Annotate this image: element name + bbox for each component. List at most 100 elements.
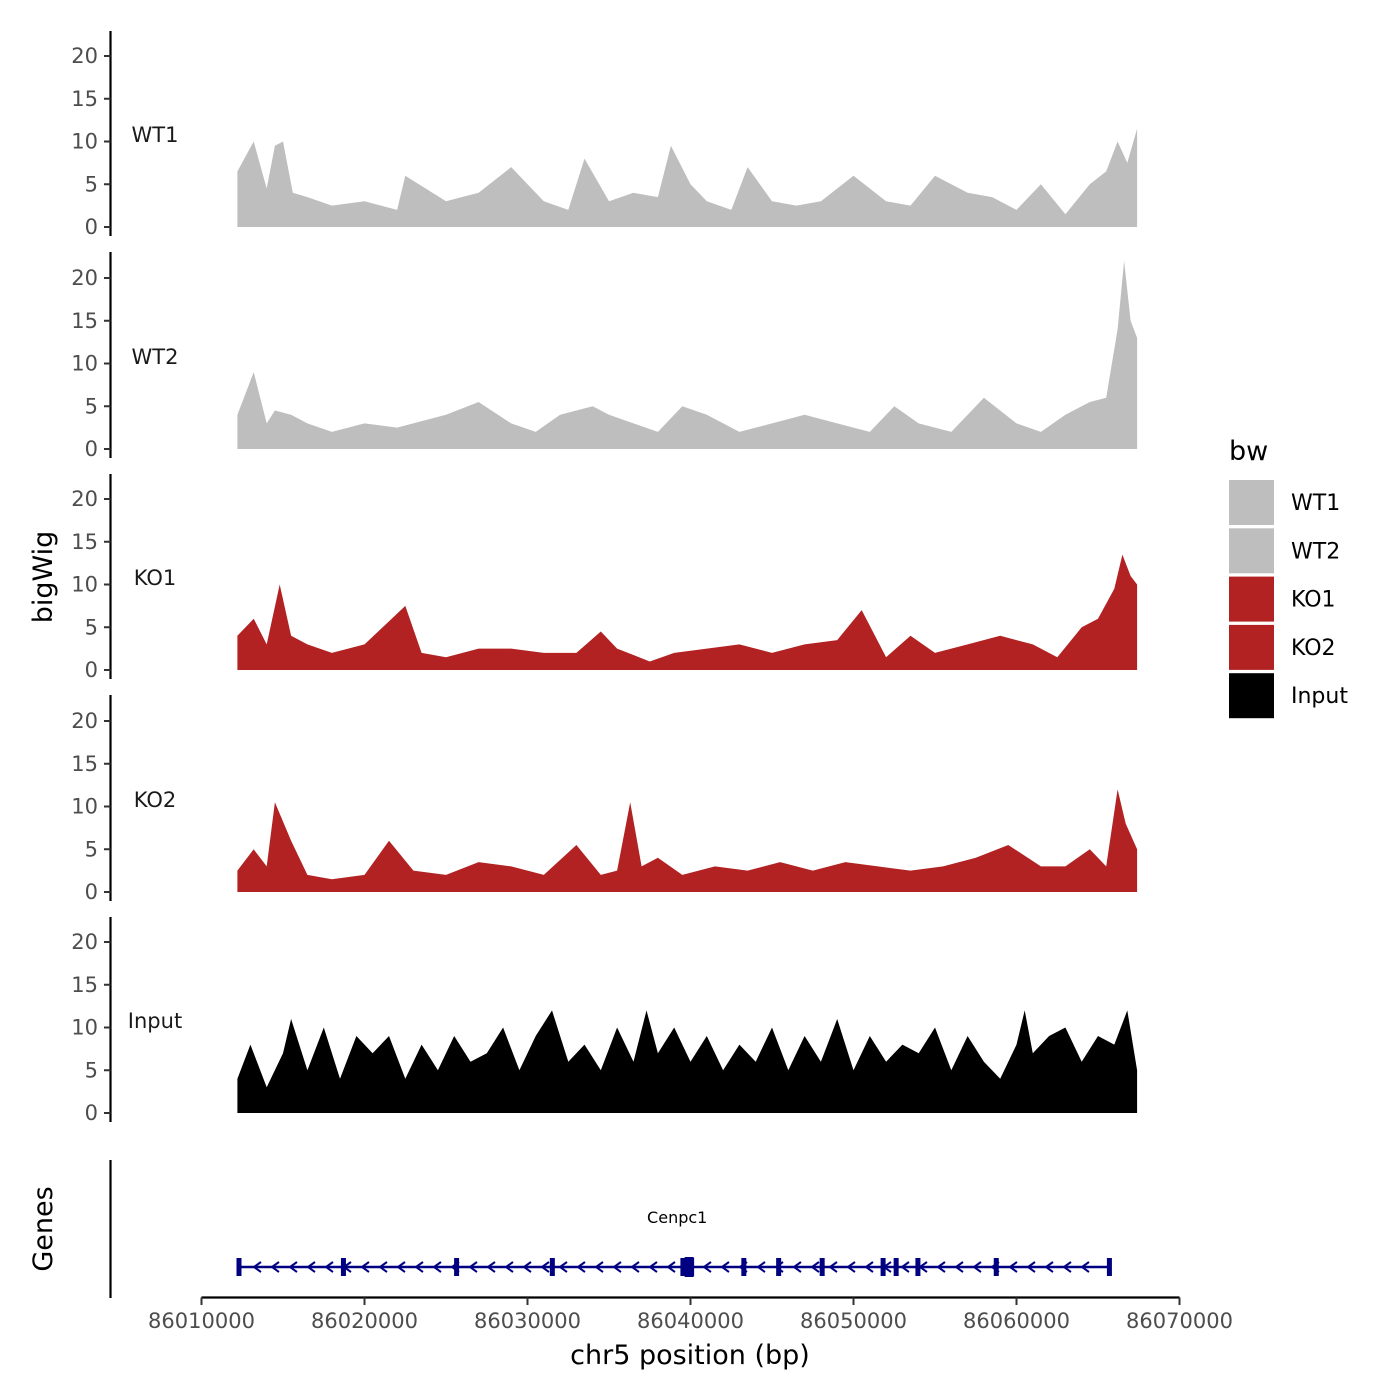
track-ko1: 0 5 10 15 20 KO1 bbox=[71, 474, 1138, 682]
y-tick-label: 20 bbox=[71, 709, 98, 733]
y-tick-label: 10 bbox=[71, 352, 98, 376]
track-ko2: 0 5 10 15 20 KO2 bbox=[71, 695, 1138, 904]
y-tick-label: 5 bbox=[85, 1058, 98, 1082]
strand-arrow bbox=[612, 1261, 622, 1273]
exon bbox=[880, 1258, 886, 1276]
exon bbox=[454, 1258, 460, 1276]
strand-arrow bbox=[396, 1261, 406, 1273]
gene-label: Cenpc1 bbox=[647, 1208, 707, 1227]
track-label: WT2 bbox=[132, 345, 179, 369]
track-label: KO2 bbox=[134, 788, 177, 812]
strand-arrow bbox=[468, 1261, 478, 1273]
x-tick-label: 86020000 bbox=[311, 1309, 418, 1333]
track-label: WT1 bbox=[132, 123, 179, 147]
strand-arrow bbox=[810, 1261, 820, 1273]
genes-axis-title: Genes bbox=[28, 1186, 59, 1271]
strand-arrow bbox=[288, 1261, 298, 1273]
strand-arrow bbox=[630, 1261, 640, 1273]
legend-key-ko1 bbox=[1229, 576, 1274, 622]
x-axis: 86010000 86020000 86030000 86040000 86050000… bbox=[148, 1296, 1233, 1333]
exon bbox=[993, 1258, 999, 1276]
signal-area-input bbox=[237, 1010, 1138, 1113]
strand-arrow bbox=[1008, 1261, 1018, 1273]
strand-arrow bbox=[864, 1261, 874, 1273]
y-tick-label: 20 bbox=[71, 487, 98, 511]
y-tick-label: 0 bbox=[85, 437, 98, 461]
legend: bw WT1 WT2 KO1 KO2 Input bbox=[1229, 436, 1348, 719]
strand-arrow bbox=[1044, 1261, 1054, 1273]
strand-arrow bbox=[936, 1261, 946, 1273]
exon bbox=[1106, 1258, 1112, 1276]
x-tick-label: 86030000 bbox=[474, 1309, 581, 1333]
gene-panel: Cenpc1 bbox=[109, 1160, 1112, 1298]
strand-arrow bbox=[702, 1261, 712, 1273]
x-tick-label: 86040000 bbox=[637, 1309, 744, 1333]
strand-arrow bbox=[900, 1261, 910, 1273]
strand-arrow bbox=[954, 1261, 964, 1273]
strand-arrow bbox=[540, 1261, 550, 1273]
x-tick-label: 86070000 bbox=[1126, 1309, 1233, 1333]
track-wt1: 0 5 10 15 20 WT1 bbox=[71, 31, 1138, 239]
strand-arrow bbox=[414, 1261, 424, 1273]
strand-arrow bbox=[558, 1261, 568, 1273]
strand-arrow bbox=[576, 1261, 586, 1273]
strand-arrow bbox=[594, 1261, 604, 1273]
y-tick-label: 5 bbox=[85, 394, 98, 418]
signal-area-wt2 bbox=[237, 260, 1138, 449]
exon bbox=[549, 1258, 555, 1276]
strand-arrow bbox=[1062, 1261, 1072, 1273]
y-tick-label: 20 bbox=[71, 266, 98, 290]
y-tick-label: 15 bbox=[71, 309, 98, 333]
signal-area-wt1 bbox=[237, 128, 1138, 227]
strand-arrow bbox=[1026, 1261, 1036, 1273]
y-tick-label: 20 bbox=[71, 930, 98, 954]
legend-label: KO2 bbox=[1291, 636, 1336, 661]
y-tick-label: 20 bbox=[71, 44, 98, 68]
y-tick-label: 15 bbox=[71, 973, 98, 997]
exon bbox=[915, 1258, 921, 1276]
exon bbox=[893, 1258, 899, 1276]
strand-arrow bbox=[792, 1261, 802, 1273]
strand-arrow bbox=[432, 1261, 442, 1273]
legend-label: KO1 bbox=[1291, 588, 1336, 613]
exon bbox=[819, 1258, 825, 1276]
track-input: 0 5 10 15 20 Input bbox=[71, 917, 1138, 1125]
strand-arrow bbox=[306, 1261, 316, 1273]
strand-arrow bbox=[828, 1261, 838, 1273]
legend-key-ko2 bbox=[1229, 624, 1274, 670]
legend-label: WT2 bbox=[1291, 539, 1340, 564]
legend-title: bw bbox=[1229, 436, 1268, 467]
y-tick-label: 0 bbox=[85, 215, 98, 239]
strand-arrow bbox=[1080, 1261, 1090, 1273]
exon bbox=[236, 1258, 242, 1276]
exon bbox=[741, 1258, 747, 1276]
y-tick-label: 5 bbox=[85, 615, 98, 639]
x-tick-label: 86060000 bbox=[963, 1309, 1070, 1333]
bigwig-tracks: 0 5 10 15 20 WT1 0 5 10 15 20 WT2 0 5 10 15 20 KO1 0 5 10 15 2… bbox=[71, 31, 1138, 1125]
y-tick-label: 5 bbox=[85, 172, 98, 196]
strand-arrow bbox=[648, 1261, 658, 1273]
y-axis-title: bigWig bbox=[28, 531, 59, 624]
strand-arrow bbox=[504, 1261, 514, 1273]
y-tick-label: 10 bbox=[71, 130, 98, 154]
exon bbox=[340, 1258, 346, 1276]
strand-arrow bbox=[486, 1261, 496, 1273]
y-tick-label: 10 bbox=[71, 1016, 98, 1040]
y-tick-label: 10 bbox=[71, 795, 98, 819]
track-wt2: 0 5 10 15 20 WT2 bbox=[71, 252, 1138, 461]
signal-area-ko1 bbox=[237, 554, 1138, 670]
strand-arrow bbox=[378, 1261, 388, 1273]
legend-label: Input bbox=[1291, 684, 1348, 709]
track-label: Input bbox=[128, 1009, 182, 1033]
legend-key-wt1 bbox=[1229, 480, 1274, 525]
legend-label: WT1 bbox=[1291, 491, 1340, 516]
x-tick-label: 86050000 bbox=[800, 1309, 907, 1333]
track-label: KO1 bbox=[134, 566, 177, 590]
exon bbox=[680, 1258, 686, 1276]
x-axis-title: chr5 position (bp) bbox=[570, 1340, 810, 1371]
y-tick-label: 5 bbox=[85, 837, 98, 861]
exon bbox=[776, 1258, 782, 1276]
strand-arrow bbox=[846, 1261, 856, 1273]
legend-key-wt2 bbox=[1229, 528, 1274, 574]
